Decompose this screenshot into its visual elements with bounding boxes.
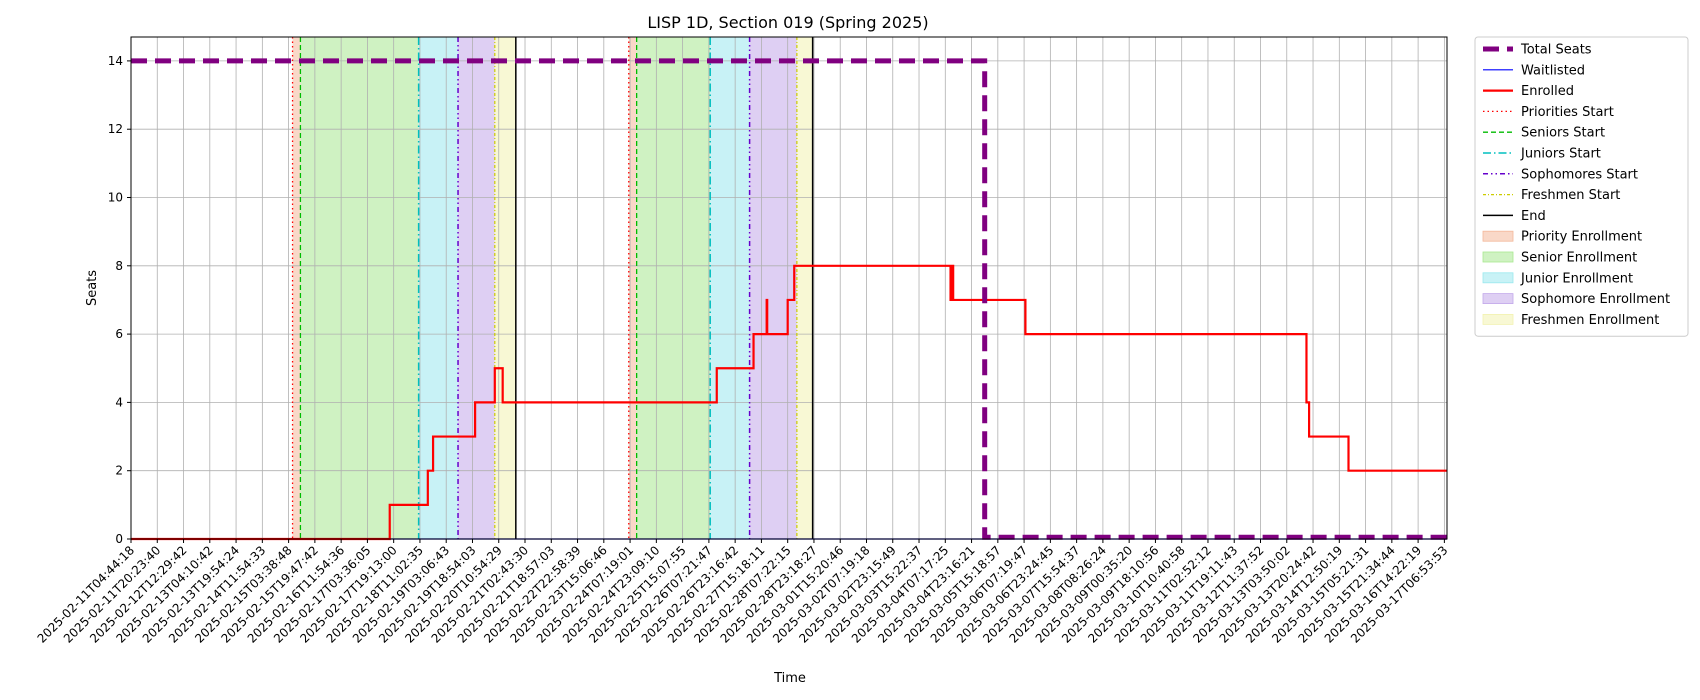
legend-label-enrolled: Enrolled — [1521, 84, 1574, 99]
series-enrolled — [131, 264, 1447, 541]
legend-label-freshmen-start: Freshmen Start — [1521, 188, 1620, 203]
region-sophomore-enrollment-0 — [458, 37, 495, 539]
enrollment-regions — [292, 37, 813, 539]
legend-swatch-freshmen-enrollment — [1482, 313, 1514, 325]
chart-title: LISP 1D, Section 019 (Spring 2025) — [647, 13, 928, 32]
plot-frame — [130, 36, 1448, 540]
y-tick-label: 8 — [115, 259, 123, 273]
region-freshmen-enrollment-1 — [796, 37, 813, 539]
region-senior-enrollment-1 — [636, 37, 711, 539]
region-junior-enrollment-0 — [418, 37, 459, 539]
region-priority-enrollment-0 — [292, 37, 301, 539]
y-tick-label: 4 — [115, 395, 123, 409]
legend-label-sophomores-start: Sophomores Start — [1521, 167, 1638, 182]
x-axis-label: Time — [773, 671, 806, 686]
legend-swatch-senior-enrollment — [1482, 251, 1514, 263]
region-sophomore-enrollment-1 — [749, 37, 797, 539]
phase-markers — [291, 37, 814, 539]
legend-label-waitlisted: Waitlisted — [1521, 63, 1585, 78]
legend-label-junior-enrollment: Junior Enrollment — [1520, 271, 1633, 286]
y-tick-label: 14 — [108, 54, 123, 68]
legend-label-sophomore-enrollment: Sophomore Enrollment — [1521, 292, 1670, 307]
legend-label-priorities-start: Priorities Start — [1521, 105, 1614, 120]
legend-label-priority-enrollment: Priority Enrollment — [1521, 230, 1642, 245]
legend: Total Seats Waitlisted Enrolled Priorities … — [1474, 36, 1689, 337]
y-axis-label: Seats — [85, 270, 100, 306]
legend-swatch-priority-enrollment — [1482, 230, 1514, 242]
region-priority-enrollment-1 — [628, 37, 637, 539]
region-freshmen-enrollment-0 — [494, 37, 516, 539]
legend-label-total-seats: Total Seats — [1520, 43, 1592, 58]
legend-swatch-junior-enrollment — [1482, 272, 1514, 284]
y-tick-label: 10 — [108, 191, 123, 205]
y-tick-label: 12 — [108, 122, 123, 136]
grid-lines — [130, 37, 1447, 540]
region-senior-enrollment-0 — [300, 37, 419, 539]
legend-frame — [1474, 36, 1689, 337]
legend-label-end: End — [1521, 209, 1546, 224]
series-total-seats — [131, 58, 1447, 540]
legend-label-senior-enrollment: Senior Enrollment — [1521, 251, 1637, 266]
y-tick-label: 6 — [115, 327, 123, 341]
x-axis-ticks: 2025-02-11T04:44:182025-02-11T20:23:4020… — [35, 539, 1450, 646]
y-axis-ticks: 0 2 4 6 8 10 12 14 — [108, 54, 131, 546]
legend-label-seniors-start: Seniors Start — [1521, 126, 1605, 141]
y-tick-label: 0 — [115, 532, 123, 546]
y-tick-label: 2 — [115, 464, 123, 478]
region-junior-enrollment-1 — [710, 37, 750, 539]
legend-swatch-sophomore-enrollment — [1482, 293, 1514, 305]
legend-label-freshmen-enrollment: Freshmen Enrollment — [1521, 313, 1659, 328]
legend-label-juniors-start: Juniors Start — [1520, 147, 1601, 162]
